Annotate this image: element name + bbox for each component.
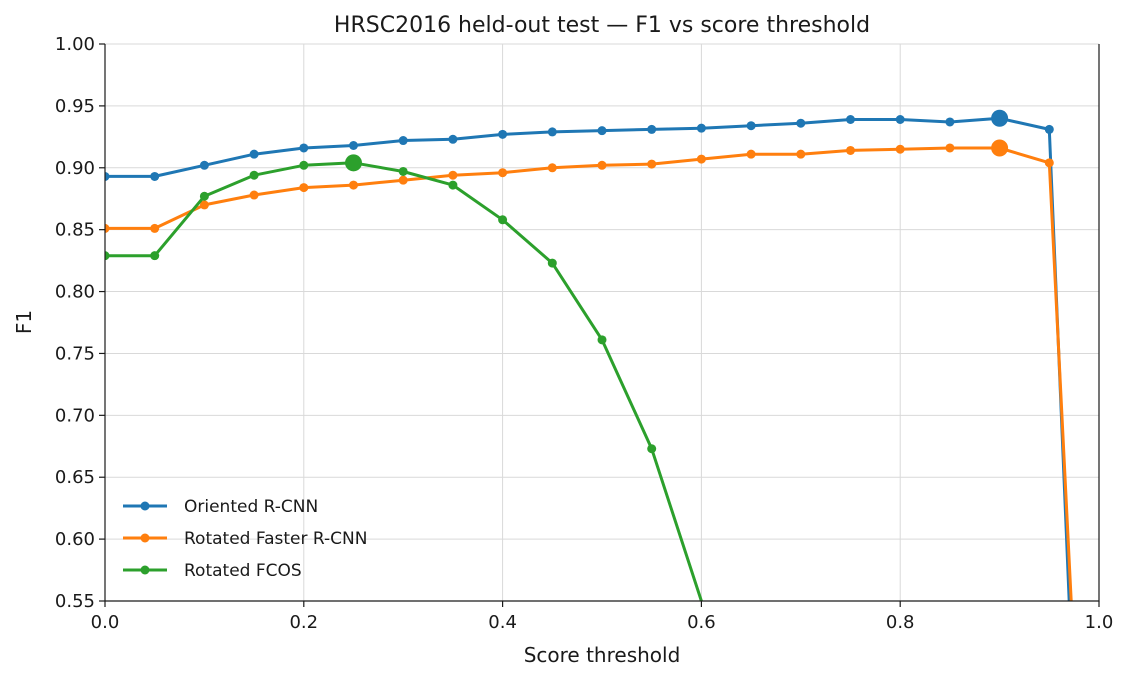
data-point bbox=[199, 191, 209, 201]
data-point bbox=[547, 258, 557, 268]
data-point bbox=[647, 159, 657, 169]
y-tick-label: 0.95 bbox=[55, 96, 95, 117]
data-point bbox=[105, 171, 110, 181]
data-point bbox=[796, 149, 806, 159]
data-point bbox=[249, 170, 259, 180]
y-tick-label: 1.00 bbox=[55, 34, 95, 55]
data-point bbox=[448, 134, 458, 144]
data-point bbox=[150, 251, 160, 261]
data-point bbox=[597, 335, 607, 345]
data-point bbox=[199, 200, 209, 210]
legend-label: Rotated FCOS bbox=[184, 561, 302, 581]
legend-marker bbox=[140, 501, 150, 511]
data-point bbox=[597, 160, 607, 170]
y-tick-label: 0.85 bbox=[55, 220, 95, 241]
data-point bbox=[1044, 124, 1054, 134]
best-point-marker bbox=[991, 139, 1009, 157]
legend-label: Rotated Faster R-CNN bbox=[184, 529, 367, 549]
data-point bbox=[349, 140, 358, 150]
x-tick-label: 0.4 bbox=[488, 612, 517, 633]
best-point-marker bbox=[345, 154, 362, 172]
data-point bbox=[746, 149, 756, 159]
data-point bbox=[597, 126, 607, 136]
data-point bbox=[448, 170, 458, 180]
data-point bbox=[498, 215, 508, 225]
data-point bbox=[945, 143, 955, 153]
x-tick-label: 0.8 bbox=[886, 612, 915, 633]
data-point bbox=[498, 129, 508, 139]
y-tick-label: 0.55 bbox=[55, 591, 95, 612]
data-point bbox=[696, 154, 706, 164]
y-tick-label: 0.70 bbox=[55, 405, 95, 426]
x-tick-label: 0.2 bbox=[289, 612, 318, 633]
data-point bbox=[398, 175, 408, 185]
data-point bbox=[105, 223, 110, 233]
data-point bbox=[547, 163, 557, 173]
x-tick-label: 1.0 bbox=[1085, 612, 1114, 633]
data-point bbox=[105, 251, 110, 261]
x-axis-label: Score threshold bbox=[524, 643, 681, 667]
data-point bbox=[398, 136, 408, 146]
data-point bbox=[249, 190, 259, 200]
data-point bbox=[846, 145, 855, 155]
y-tick-label: 0.75 bbox=[55, 343, 95, 364]
data-point bbox=[299, 160, 309, 170]
data-point bbox=[150, 223, 160, 233]
data-point bbox=[299, 143, 309, 153]
series-layer bbox=[105, 109, 1073, 601]
data-point bbox=[895, 144, 905, 154]
legend-marker bbox=[140, 533, 150, 543]
data-point bbox=[696, 123, 706, 133]
data-point bbox=[746, 121, 756, 131]
data-point bbox=[846, 115, 855, 125]
data-point bbox=[199, 160, 209, 170]
data-point bbox=[299, 183, 309, 193]
y-tick-label: 0.60 bbox=[55, 529, 95, 550]
data-point bbox=[547, 127, 557, 137]
tick-labels: 0.0 0.2 0.4 0.6 0.8 1.0 0.55 0.60 0.65 0.70 0.75 0.… bbox=[55, 34, 1113, 633]
data-point bbox=[150, 171, 160, 181]
x-tick-label: 0.0 bbox=[91, 612, 120, 633]
data-point bbox=[448, 180, 458, 190]
data-point bbox=[895, 115, 905, 125]
axes bbox=[99, 43, 1100, 607]
data-point bbox=[249, 149, 259, 159]
axis-frame bbox=[104, 44, 1100, 602]
x-tick-label: 0.6 bbox=[687, 612, 716, 633]
best-point-marker bbox=[991, 109, 1009, 127]
legend: Oriented R-CNN Rotated Faster R-CNN Rotate… bbox=[123, 497, 367, 581]
legend-label: Oriented R-CNN bbox=[184, 497, 318, 517]
data-point bbox=[398, 166, 408, 176]
y-tick-label: 0.90 bbox=[55, 158, 95, 179]
chart-title: HRSC2016 held-out test — F1 vs score thr… bbox=[334, 13, 870, 38]
y-axis-label: F1 bbox=[12, 310, 36, 334]
data-point bbox=[647, 444, 657, 454]
data-point bbox=[1044, 158, 1054, 168]
data-point bbox=[498, 168, 508, 178]
y-tick-label: 0.65 bbox=[55, 467, 95, 488]
legend-marker bbox=[140, 565, 150, 575]
data-point bbox=[349, 180, 358, 190]
data-point bbox=[945, 117, 955, 127]
y-tick-label: 0.80 bbox=[55, 282, 95, 303]
data-point bbox=[647, 124, 657, 134]
data-point bbox=[796, 118, 806, 128]
